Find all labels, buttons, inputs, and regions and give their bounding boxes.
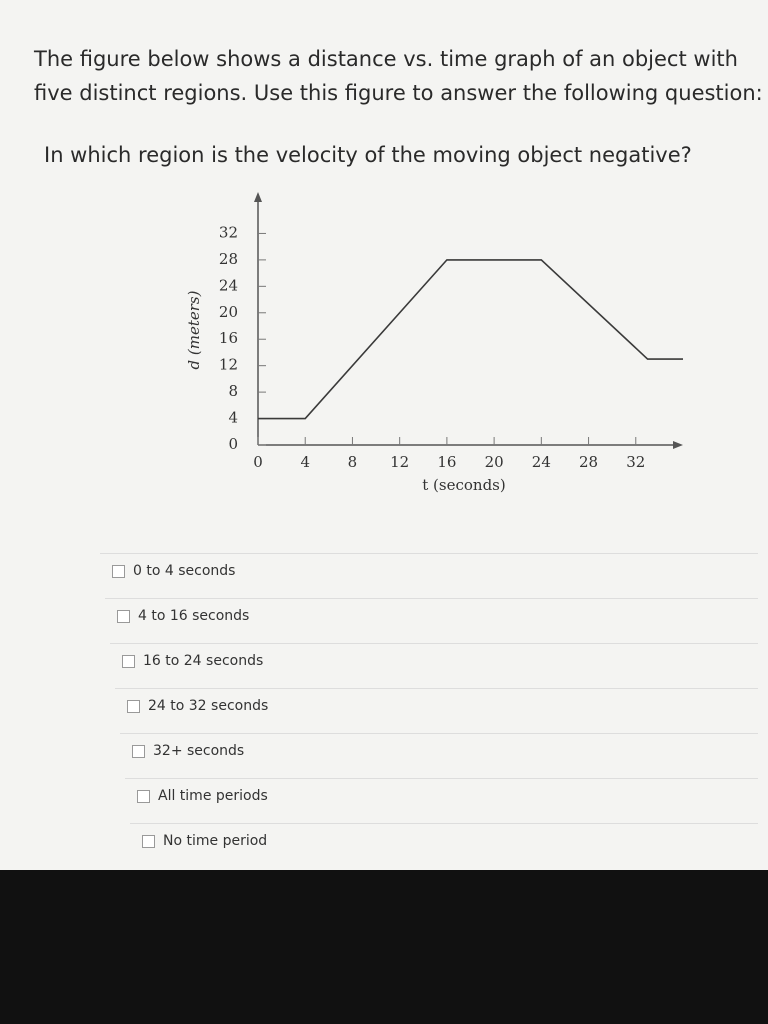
chart: d (meters) t (seconds) 0 4 8 12 16 20 24 28 32 0 4… (185, 192, 683, 494)
checkbox[interactable] (112, 564, 125, 578)
option-label: 0 to 4 seconds (133, 563, 236, 579)
option-label: 4 to 16 seconds (138, 608, 250, 624)
checkbox[interactable] (127, 699, 140, 713)
y-tick-label: 16 (219, 329, 238, 347)
question-prompt: In which region is the velocity of the m… (44, 143, 692, 167)
x-tick-label: 16 (437, 453, 456, 471)
y-tick-label: 24 (219, 276, 238, 294)
y-tick-label: 12 (219, 356, 238, 374)
checkbox[interactable] (142, 834, 155, 848)
separator (120, 733, 758, 734)
separator (100, 553, 758, 554)
screen: The figure below shows a distance vs. ti… (0, 0, 768, 870)
x-tick-label: 0 (253, 453, 263, 471)
x-tick-label: 20 (485, 453, 504, 471)
checkbox[interactable] (132, 744, 145, 758)
y-tick-label: 4 (228, 409, 238, 427)
separator (130, 823, 758, 824)
y-tick-label: 32 (219, 223, 238, 241)
separator (110, 643, 758, 644)
y-tick-label: 20 (219, 303, 238, 321)
option[interactable]: 0 to 4 seconds (112, 563, 235, 579)
x-tick-label: 8 (348, 453, 358, 471)
option-label: 16 to 24 seconds (143, 653, 264, 669)
y-arrow (254, 192, 262, 202)
x-tick-label: 32 (626, 453, 645, 471)
question-intro: The figure below shows a distance vs. ti… (34, 47, 763, 105)
option-label: All time periods (158, 788, 268, 804)
option[interactable]: 32+ seconds (132, 743, 244, 759)
separator (125, 778, 758, 779)
separator (115, 688, 758, 689)
option[interactable]: All time periods (137, 788, 268, 804)
y-tick-label: 28 (219, 250, 238, 268)
option[interactable]: 4 to 16 seconds (117, 608, 249, 624)
checkbox[interactable] (137, 789, 150, 803)
option-label: 24 to 32 seconds (148, 698, 269, 714)
separator (105, 598, 758, 599)
option[interactable]: 16 to 24 seconds (122, 653, 263, 669)
y-axis-label: d (meters) (185, 290, 203, 369)
option[interactable]: No time period (142, 833, 267, 849)
checkbox[interactable] (117, 609, 130, 623)
x-tick-label: 12 (390, 453, 409, 471)
x-tick-label: 28 (579, 453, 598, 471)
x-tick-label: 24 (532, 453, 551, 471)
checkbox[interactable] (122, 654, 135, 668)
y-tick-label: 0 (228, 435, 238, 453)
y-tick-label: 8 (228, 382, 238, 400)
data-line (258, 259, 683, 420)
option-label: No time period (163, 833, 268, 849)
x-tick-label: 4 (300, 453, 310, 471)
x-axis-label: t (seconds) (422, 476, 505, 494)
x-arrow (673, 441, 683, 449)
option-label: 32+ seconds (153, 743, 245, 759)
option[interactable]: 24 to 32 seconds (127, 698, 268, 714)
